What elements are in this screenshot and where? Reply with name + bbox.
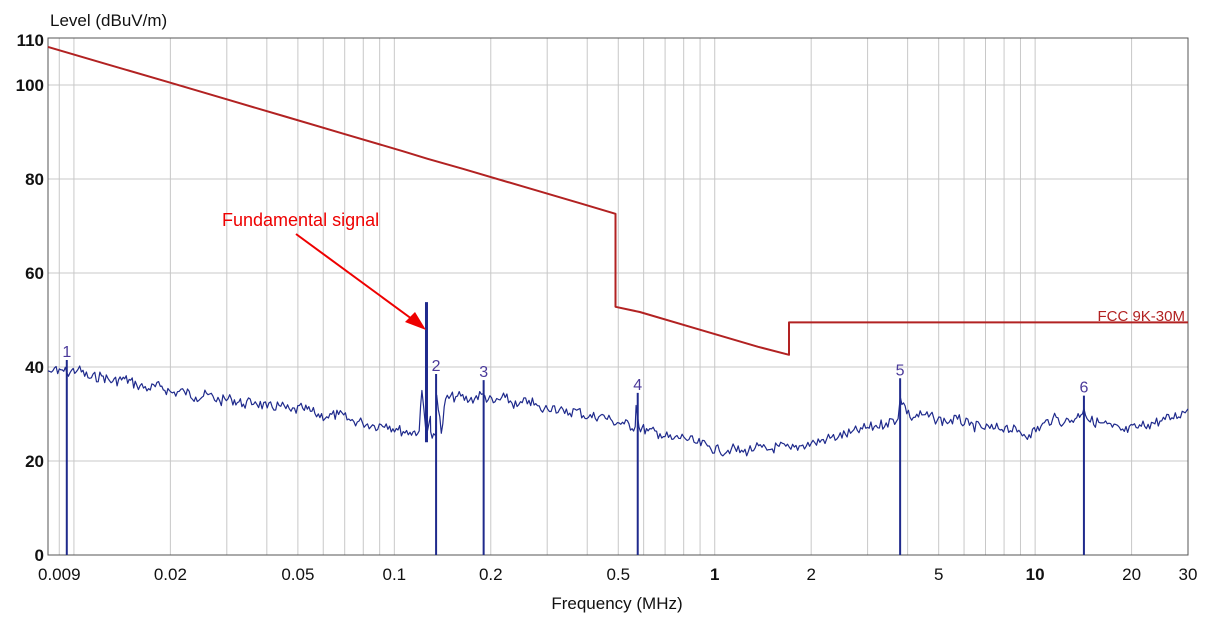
x-tick-label: 30	[1179, 565, 1198, 584]
horizontal-gridlines	[48, 84, 1188, 462]
fundamental-annotation: Fundamental signal	[222, 210, 426, 330]
annotation-text: Fundamental signal	[222, 210, 379, 230]
x-tick-label: 0.02	[154, 565, 187, 584]
x-tick-label: 10	[1026, 565, 1045, 584]
x-tick-label: 5	[934, 565, 943, 584]
y-tick-label: 60	[25, 264, 44, 283]
marker-label-5: 5	[896, 362, 905, 379]
marker-label-3: 3	[479, 364, 488, 381]
y-tick-label: 110	[17, 31, 44, 50]
series-layer	[47, 45, 1189, 457]
x-tick-label: 2	[806, 565, 815, 584]
x-tick-label: 0.5	[606, 565, 630, 584]
y-tick-label: 80	[25, 170, 44, 189]
y-tick-label: 20	[25, 452, 44, 471]
x-tick-label: 20	[1122, 565, 1141, 584]
x-tick-label: 1	[710, 565, 719, 584]
y-tick-label: 0	[35, 546, 44, 565]
y-tick-label: 40	[25, 358, 44, 377]
marker-label-4: 4	[633, 377, 642, 394]
x-tick-label: 0.2	[479, 565, 503, 584]
limit-line	[47, 45, 1188, 356]
x-axis-label: Frequency (MHz)	[551, 594, 682, 613]
marker-label-1: 1	[62, 344, 71, 361]
annotation-arrow	[295, 233, 417, 323]
marker-labels: 1 2 3 4 5 6	[62, 344, 1088, 397]
x-tick-label: 0.009	[38, 565, 81, 584]
x-tick-label: 0.1	[383, 565, 407, 584]
measured-trace	[47, 365, 1189, 457]
limit-line-label: FCC 9K-30M	[1097, 308, 1185, 325]
x-tick-labels: 0.009 0.02 0.05 0.1 0.2 0.5 1 2 5 10 20 30	[38, 565, 1197, 584]
y-tick-labels: 0 20 40 60 80 100 110	[16, 31, 44, 565]
y-tick-label: 100	[16, 76, 44, 95]
marker-label-6: 6	[1079, 380, 1088, 397]
plot-frame	[47, 37, 1189, 556]
x-tick-label: 0.05	[281, 565, 314, 584]
marker-label-2: 2	[432, 358, 441, 375]
y-axis-label: Level (dBuV/m)	[50, 11, 167, 30]
annotation-arrowhead	[405, 312, 426, 330]
